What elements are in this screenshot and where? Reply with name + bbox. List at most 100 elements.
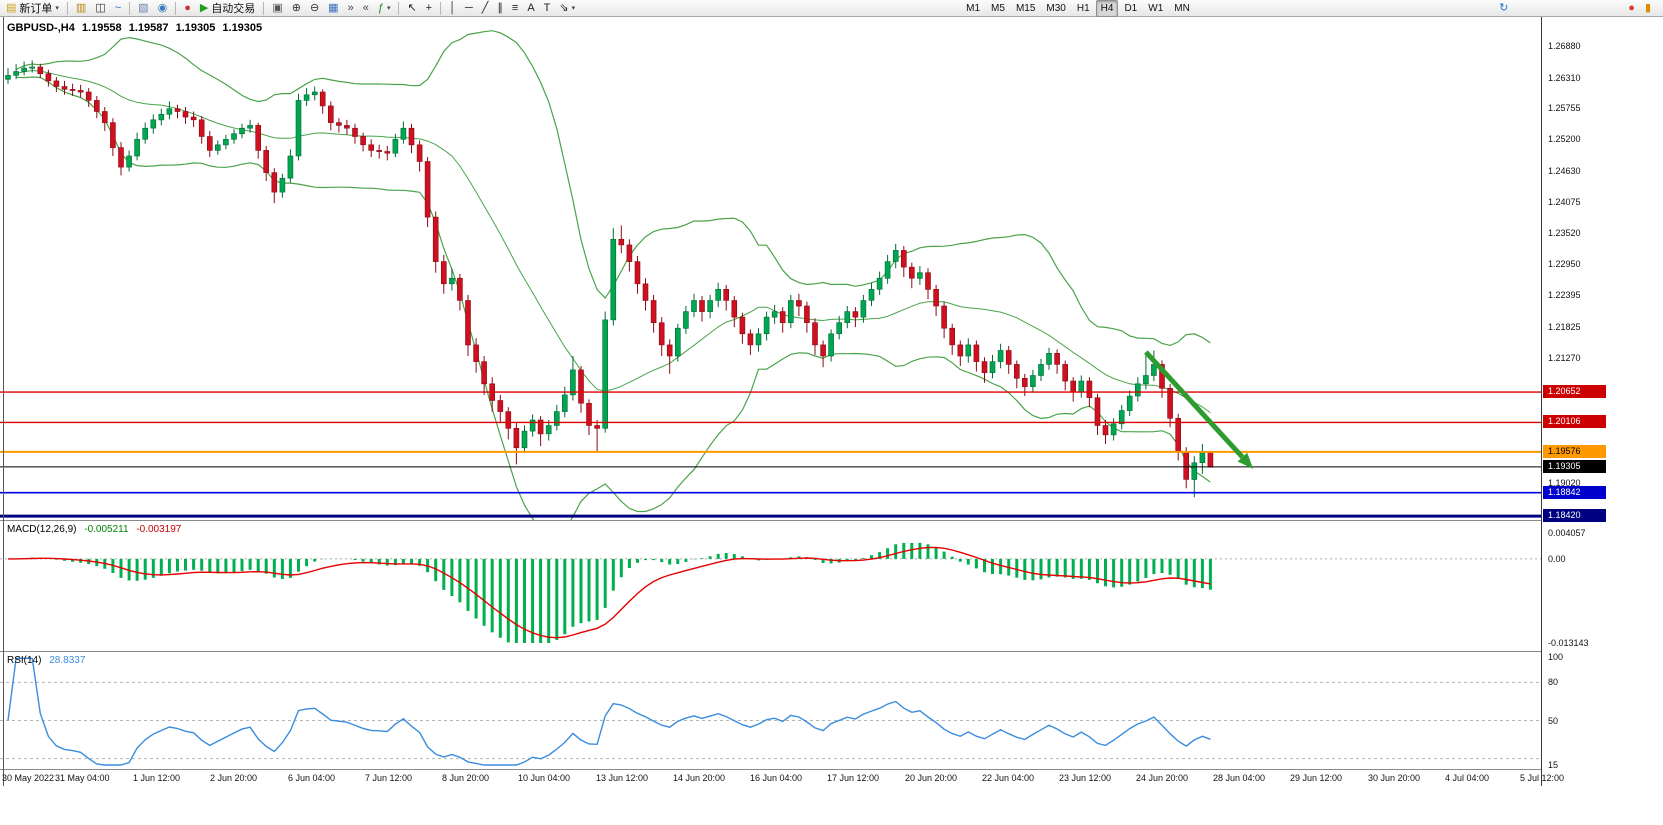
trendline-icon: ╱ <box>481 1 489 14</box>
candle-body <box>166 108 173 115</box>
cursor-button[interactable]: ↖ <box>403 0 420 17</box>
candle-body <box>925 272 931 290</box>
macd-axis-label: 0.00 <box>1548 553 1566 564</box>
chart-bars-button[interactable]: ▥ <box>72 0 90 17</box>
time-axis-label: 30 May 2022 <box>2 773 55 783</box>
time-axis-label: 4 Jul 04:00 <box>1445 773 1490 783</box>
new-order-button[interactable]: ▤ 新订单 ▾ <box>2 0 63 17</box>
price-axis[interactable]: 1.26880 1.26310 1.25755 1.25200 1.24630 1.240… <box>1542 0 1663 825</box>
time-axis-label: 31 May 04:00 <box>55 773 110 783</box>
candle-body <box>1013 364 1020 379</box>
trend-arrow-shaft[interactable] <box>1144 350 1245 459</box>
trendline-button[interactable]: ╱ <box>478 0 493 17</box>
arrows-button[interactable]: ⇘ ▾ <box>555 0 579 17</box>
candle-body <box>1175 417 1181 452</box>
candle-body <box>29 66 36 69</box>
time-axis-label: 20 Jun 20:00 <box>905 773 958 783</box>
candle-body <box>570 369 576 396</box>
timeframe-button-m5[interactable]: M5 <box>991 2 1005 14</box>
candle-body <box>497 400 504 412</box>
candle-body <box>796 300 802 307</box>
timeframe-button-m15[interactable]: M15 <box>1015 2 1036 14</box>
chart-line-button[interactable]: ~ <box>111 0 125 17</box>
autotrade-icon: ▶ <box>199 1 209 14</box>
candle-body <box>997 350 1004 362</box>
new-order-icon: ▤ <box>6 1 17 14</box>
chart-candles-button[interactable]: ◫ <box>91 0 109 17</box>
candle-body <box>674 327 681 357</box>
profile-charts-button[interactable]: ▧ <box>134 0 152 17</box>
price-axis-label: 1.22950 <box>1548 259 1581 270</box>
candle-body <box>1021 377 1028 387</box>
price-axis-label: 1.25755 <box>1548 103 1581 114</box>
candle-body <box>1005 350 1012 365</box>
autotrade-button[interactable]: ▶ 自动交易 <box>196 0 259 17</box>
macd-axis-label: -0.013143 <box>1548 638 1589 648</box>
candle-body <box>828 333 834 357</box>
price-axis-label: 1.21825 <box>1548 321 1581 332</box>
timeframe-button-w1[interactable]: W1 <box>1148 2 1164 14</box>
price-axis-label: 1.24075 <box>1548 196 1581 207</box>
inbox-button[interactable]: ▮ <box>1641 0 1655 17</box>
vertical-line-icon: │ <box>449 1 456 14</box>
candle-body <box>384 151 391 154</box>
candle-body <box>118 147 124 168</box>
toolbar-separator <box>66 1 68 15</box>
macd-axis-label: 0.004057 <box>1548 528 1586 538</box>
rsi-label: RSI(14) 28.8337 <box>7 655 90 666</box>
candle-body <box>37 66 44 74</box>
candle-body <box>77 90 84 93</box>
text-label-icon: T <box>543 1 551 14</box>
candle-body <box>311 91 318 96</box>
timeframe-button-d1[interactable]: D1 <box>1124 2 1138 14</box>
timeframe-button-m1[interactable]: M1 <box>966 2 981 14</box>
panel-separator[interactable] <box>0 651 1541 652</box>
equidistant-channel-button[interactable]: ∥ <box>493 0 507 17</box>
indicators-button[interactable]: ƒ ▾ <box>374 0 395 17</box>
candle-body <box>408 127 415 146</box>
panel-separator[interactable] <box>0 520 1541 521</box>
data-window-button[interactable]: ◉ <box>154 0 172 17</box>
chart-candles-icon: ◫ <box>95 1 106 14</box>
candle-body <box>965 344 972 357</box>
candle-body <box>892 250 899 262</box>
text-label-button[interactable]: T <box>540 0 555 17</box>
rsi-indicator-panel[interactable] <box>0 652 1541 769</box>
chart-shift-button[interactable]: « <box>359 0 373 17</box>
zoom-out-button[interactable]: ⊖ <box>306 0 323 17</box>
inbox-icon: ▮ <box>1644 1 1651 14</box>
vertical-line-button[interactable]: │ <box>445 0 460 17</box>
horizontal-line-button[interactable]: ─ <box>461 0 477 17</box>
candle-body <box>368 144 375 151</box>
rsi-axis-label: 50 <box>1548 715 1559 726</box>
candle-body <box>1167 387 1173 419</box>
candle-body <box>521 430 528 449</box>
text-button[interactable]: A <box>523 0 538 17</box>
auto-scroll-button[interactable]: » <box>344 0 358 17</box>
time-axis[interactable]: 30 May 2022 31 May 04:00 1 Jun 12:00 2 Jun … <box>0 770 1564 786</box>
refresh-button[interactable]: ↻ <box>1495 0 1512 17</box>
timeframe-button-m30[interactable]: M30 <box>1046 2 1066 14</box>
zoom-out-icon: ⊖ <box>309 1 320 14</box>
tile-windows-button[interactable]: ▣ <box>268 0 286 17</box>
crosshair-button[interactable]: + <box>422 0 436 17</box>
market-watch-button[interactable]: ● <box>180 0 195 17</box>
candle-body <box>949 327 956 346</box>
candle-body <box>505 411 512 429</box>
timeframe-button-h4[interactable]: H4 <box>1095 0 1119 17</box>
timeframe-button-mn[interactable]: MN <box>1174 2 1190 14</box>
zoom-in-button[interactable]: ⊕ <box>288 0 305 17</box>
grid-button[interactable]: ▦ <box>324 0 342 17</box>
macd-indicator-panel[interactable] <box>0 521 1541 651</box>
candle-body <box>94 100 100 112</box>
rsi-axis-label: 15 <box>1548 760 1559 770</box>
trend-arrow-head[interactable] <box>1237 452 1254 469</box>
alerts-button[interactable]: ● <box>1624 0 1639 17</box>
candle-body <box>376 150 383 152</box>
candle-body <box>537 419 544 435</box>
timeframe-button-h1[interactable]: H1 <box>1076 2 1090 14</box>
candle-body <box>763 316 770 335</box>
main-price-chart[interactable] <box>0 17 1541 520</box>
fibonacci-button[interactable]: ≡ <box>508 0 522 17</box>
candle-body <box>400 127 407 140</box>
